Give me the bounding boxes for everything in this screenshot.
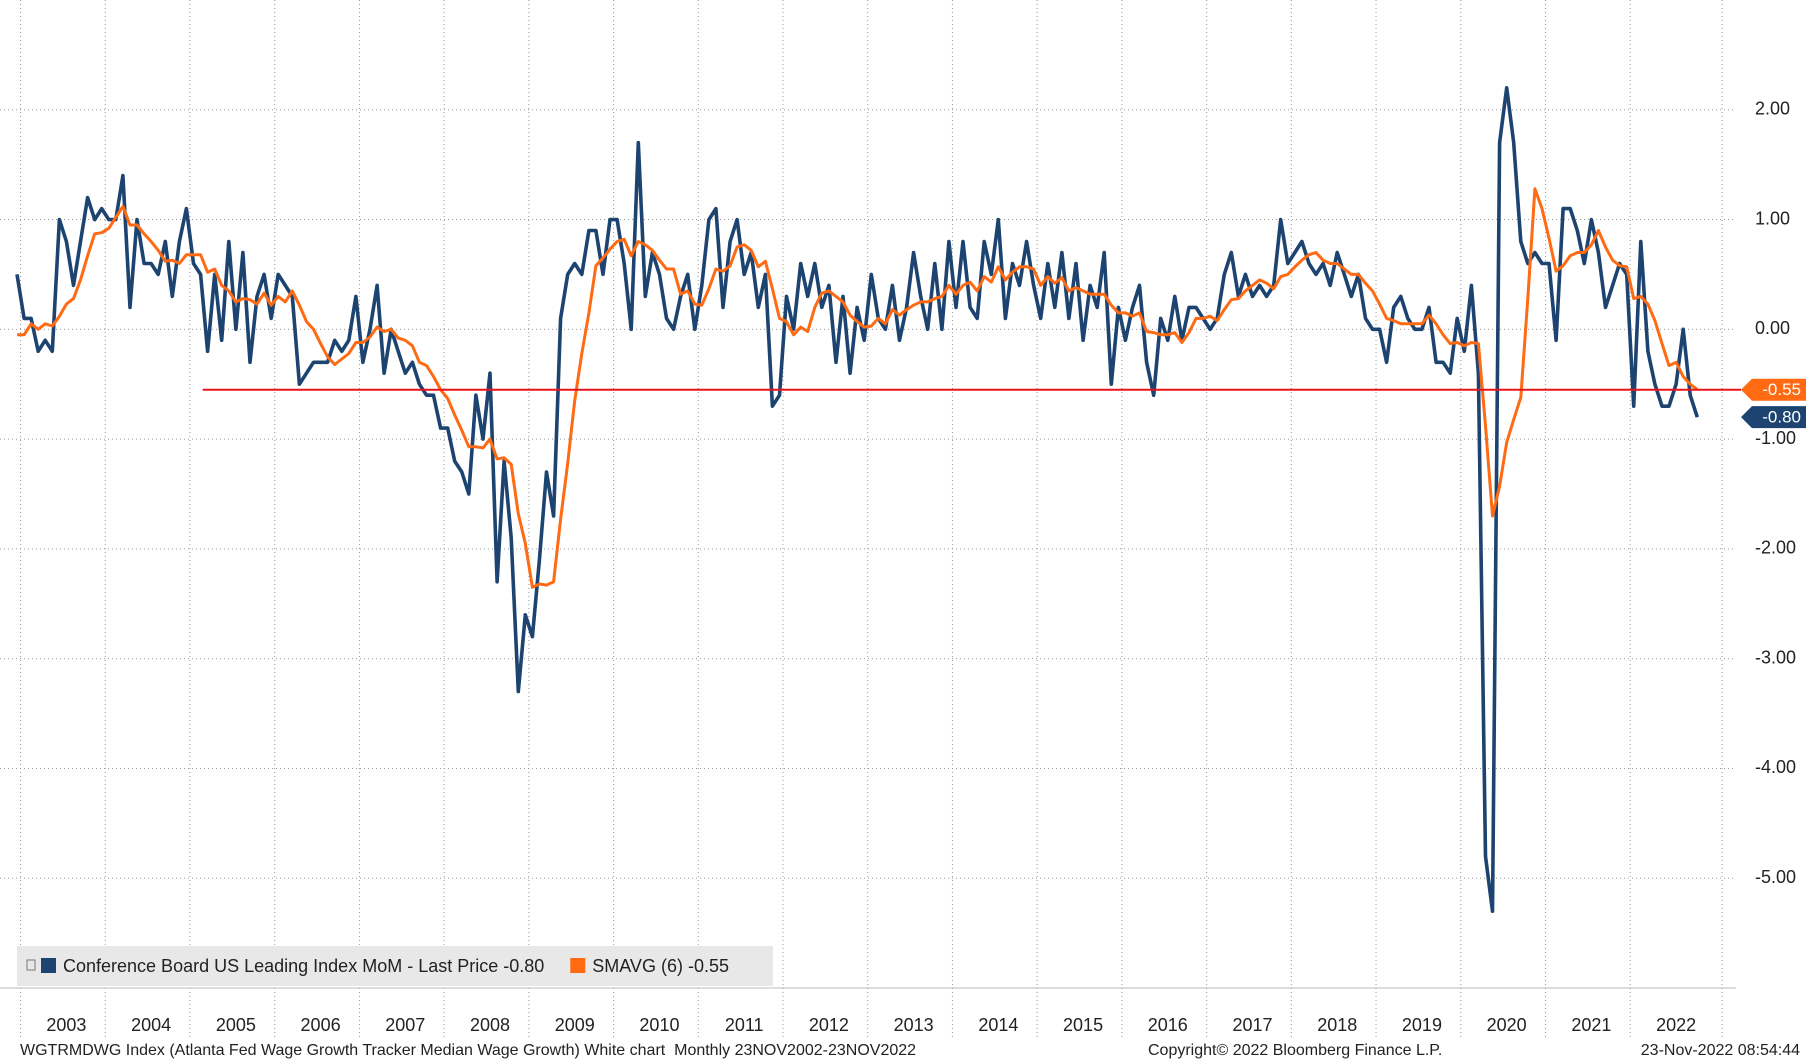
grid <box>0 0 1736 1040</box>
legend-collapse-icon[interactable] <box>26 959 36 971</box>
x-tick-label: 2011 <box>725 1015 764 1035</box>
x-tick-label: 2013 <box>894 1015 934 1035</box>
y-tick-label: -2.00 <box>1755 538 1796 558</box>
x-tick-label: 2004 <box>131 1015 171 1035</box>
legend-label: SMAVG (6) -0.55 <box>592 956 729 976</box>
y-tick-label: -3.00 <box>1755 647 1796 667</box>
x-tick-label: 2017 <box>1232 1015 1272 1035</box>
y-tick-label: 2.00 <box>1755 99 1790 119</box>
x-tick-label: 2020 <box>1487 1015 1527 1035</box>
y-tick-label: -4.00 <box>1755 757 1796 777</box>
x-tick-label: 2006 <box>301 1015 341 1035</box>
y-tick-label: -5.00 <box>1755 867 1796 887</box>
last-value-label: -0.80 <box>1762 408 1801 427</box>
x-tick-label: 2014 <box>978 1015 1018 1035</box>
footer-timestamp: 23-Nov-2022 08:54:44 <box>1641 1042 1800 1059</box>
x-tick-label: 2009 <box>555 1015 595 1035</box>
x-tick-label: 2022 <box>1656 1015 1696 1035</box>
series-line <box>15 86 1700 914</box>
axis: -5.00 -4.00 -3.00 -2.00 -1.00 0.00 1.00 2.00 200… <box>46 99 1806 1035</box>
x-tick-label: 2019 <box>1402 1015 1442 1035</box>
legend-swatch <box>41 958 56 973</box>
x-tick-label: 2018 <box>1317 1015 1357 1035</box>
series-line <box>17 187 1699 589</box>
y-tick-label: 0.00 <box>1755 318 1790 338</box>
legend-label: Conference Board US Leading Index MoM - … <box>63 956 544 976</box>
legend-swatch <box>570 958 586 973</box>
x-tick-label: 2007 <box>385 1015 425 1035</box>
x-tick-label: 2015 <box>1063 1015 1103 1035</box>
x-tick-label: 2003 <box>46 1015 86 1035</box>
footer-source: WGTRMDWG Index (Atlanta Fed Wage Growth … <box>20 1042 916 1059</box>
last-value-label: -0.55 <box>1762 380 1801 399</box>
y-tick-label: -1.00 <box>1755 428 1796 448</box>
last-value-tag <box>1741 406 1806 429</box>
plot <box>15 86 1741 914</box>
legend: Conference Board US Leading Index MoM - … <box>17 946 773 986</box>
x-tick-label: 2010 <box>639 1015 679 1035</box>
last-value-tag <box>1741 378 1806 401</box>
y-tick-label: 1.00 <box>1755 208 1790 228</box>
x-tick-label: 2021 <box>1571 1015 1611 1035</box>
legend-box <box>17 946 773 986</box>
x-tick-label: 2016 <box>1148 1015 1188 1035</box>
x-tick-label: 2008 <box>470 1015 510 1035</box>
x-tick-label: 2005 <box>216 1015 256 1035</box>
footer-copyright: Copyright© 2022 Bloomberg Finance L.P. <box>1148 1042 1442 1059</box>
x-tick-label: 2012 <box>809 1015 849 1035</box>
